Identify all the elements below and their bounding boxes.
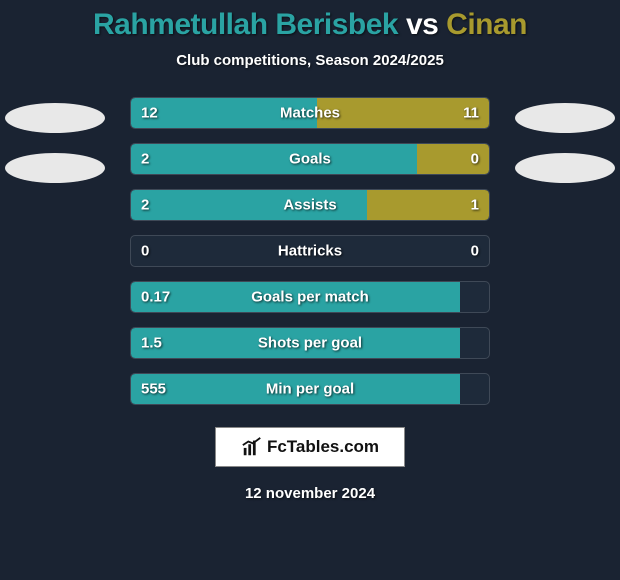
- stat-value-p2: 0: [471, 243, 479, 260]
- avatar-col-right: [510, 97, 620, 183]
- stat-label: Goals per match: [251, 289, 369, 306]
- stat-value-p2: 1: [471, 197, 479, 214]
- stat-label: Assists: [283, 197, 336, 214]
- stat-row: 12 Matches 11: [130, 97, 490, 129]
- stat-row: 2 Goals 0: [130, 143, 490, 175]
- avatar-col-left: [0, 97, 110, 183]
- stat-value-p1: 0: [141, 243, 149, 260]
- stat-value-p1: 1.5: [141, 335, 162, 352]
- stat-label: Goals: [289, 151, 331, 168]
- stat-value-p1: 555: [141, 381, 166, 398]
- stat-value-p2: 11: [463, 105, 479, 122]
- avatar: [5, 103, 105, 133]
- avatar: [5, 153, 105, 183]
- logo-text: FcTables.com: [267, 437, 379, 457]
- stat-label: Matches: [280, 105, 340, 122]
- stat-value-p2: 0: [471, 151, 479, 168]
- stat-value-p1: 2: [141, 197, 149, 214]
- player2-name: Cinan: [446, 8, 527, 41]
- stat-row: 1.5 Shots per goal: [130, 327, 490, 359]
- vs-text: vs: [398, 8, 446, 41]
- subtitle: Club competitions, Season 2024/2025: [176, 52, 444, 69]
- avatar: [515, 103, 615, 133]
- logo-badge: FcTables.com: [215, 427, 405, 467]
- stat-row: 2 Assists 1: [130, 189, 490, 221]
- content-row: 12 Matches 11 2 Goals 0 2 Assists 1 0 Hattricks 0 0.…: [0, 97, 620, 405]
- stat-label: Hattricks: [278, 243, 342, 260]
- stat-value-p1: 2: [141, 151, 149, 168]
- chart-icon: [241, 436, 263, 458]
- stat-row: 0.17 Goals per match: [130, 281, 490, 313]
- comparison-card: Rahmetullah Berisbek vs Cinan Club compe…: [0, 0, 620, 580]
- stat-bars: 12 Matches 11 2 Goals 0 2 Assists 1 0 Hattricks 0 0.…: [130, 97, 490, 405]
- bar-fill-p1: [131, 144, 417, 174]
- stat-row: 0 Hattricks 0: [130, 235, 490, 267]
- stat-label: Shots per goal: [258, 335, 362, 352]
- date-text: 12 november 2024: [245, 485, 375, 502]
- page-title: Rahmetullah Berisbek vs Cinan: [93, 8, 527, 42]
- player1-name: Rahmetullah Berisbek: [93, 8, 398, 41]
- avatar: [515, 153, 615, 183]
- stat-row: 555 Min per goal: [130, 373, 490, 405]
- stat-value-p1: 12: [141, 105, 158, 122]
- stat-value-p1: 0.17: [141, 289, 170, 306]
- stat-label: Min per goal: [266, 381, 354, 398]
